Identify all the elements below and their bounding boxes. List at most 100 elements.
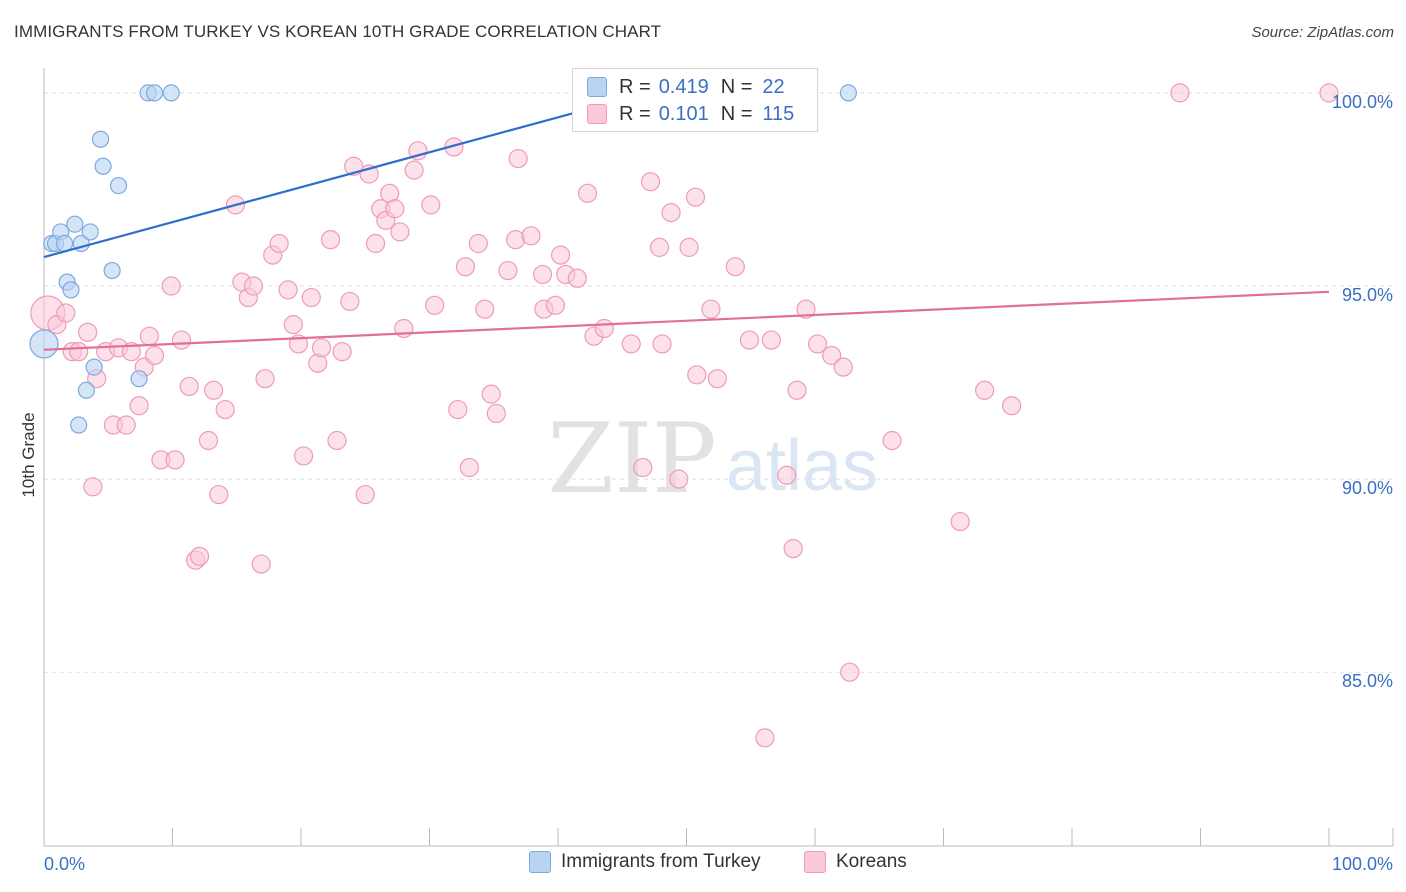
koreans-point [882,430,902,451]
koreans-point [725,257,745,277]
koreans-point [455,257,476,277]
koreans-point [129,396,149,416]
koreans-point [365,233,386,254]
koreans-point [975,380,995,400]
legend-label-turkey: Immigrants from Turkey [561,851,761,872]
legend-swatch-koreans [804,851,826,873]
koreans-point [179,376,199,397]
koreans-point [550,245,571,265]
koreans-point [777,465,797,485]
koreans-point [481,384,501,404]
legend-label-koreans: Koreans [836,851,907,872]
koreans-trend-line [43,290,1330,351]
x-tick-label-min: 0.0% [44,854,85,874]
y-tick-label: 95.0% [1342,285,1393,305]
koreans-point [204,380,224,400]
turkey-swatch [587,77,607,97]
koreans-point [269,233,289,254]
koreans-point [1002,396,1022,416]
koreans-point [355,484,375,505]
koreans-point [385,199,405,219]
watermark-atlas: atlas [726,426,878,506]
koreans-point [532,264,553,285]
chart-title: IMMIGRANTS FROM TURKEY VS KOREAN 10TH GR… [14,22,662,41]
koreans-point [687,365,707,385]
koreans-point [404,160,424,180]
koreans-point [425,295,445,315]
n-value: 115 [762,102,795,125]
koreans-point [161,276,181,296]
koreans-point [189,546,210,566]
koreans-point [796,299,816,319]
r-label: R = [619,75,651,98]
koreans-point [567,268,587,288]
turkey-point [85,358,103,376]
koreans-point [278,280,298,300]
koreans-point [255,369,275,389]
koreans-point [421,195,441,215]
turkey-point [103,261,121,280]
turkey-point [77,381,96,399]
koreans-point [320,230,341,250]
turkey-point [162,84,180,102]
koreans-point [198,430,219,451]
turkey-trend-line [43,91,649,259]
koreans-point [761,330,781,350]
turkey-points [29,84,858,434]
koreans-point [661,203,681,223]
koreans-point [807,334,828,354]
y-tick-label: 90.0% [1342,478,1393,498]
x-tick-label-max: 100.0% [1332,854,1393,874]
koreans-point [121,342,141,362]
stats-row-koreans: R = 0.101 N = 115 [587,101,794,127]
koreans-point [165,450,185,470]
koreans-point [633,457,653,478]
koreans-point [508,148,528,169]
n-label: N = [720,75,753,98]
koreans-point [468,233,488,254]
turkey-point [66,215,84,233]
koreans-point [1319,83,1339,103]
koreans-point [594,318,614,339]
koreans-point [950,511,970,532]
r-value: 0.419 [658,75,709,98]
y-tick-label: 85.0% [1342,671,1393,691]
axes [43,68,1394,847]
koreans-point [640,172,661,192]
koreans-point [652,334,672,354]
koreans-point [679,237,699,257]
turkey-point [70,416,88,434]
legend-swatch-turkey [529,851,551,873]
koreans-point [739,330,760,350]
koreans-point [577,183,598,203]
koreans-point [311,338,332,358]
trend-lines [43,91,1330,351]
koreans-point [498,260,518,281]
legend-item-turkey[interactable]: Immigrants from Turkey [529,851,761,873]
koreans-point [215,399,235,420]
turkey-point [109,176,128,195]
koreans-point [293,446,314,466]
koreans-point [669,469,689,489]
watermark-zip: ZIP [547,403,716,515]
koreans-point [545,295,566,315]
koreans-point [171,330,192,350]
r-label: R = [619,102,651,125]
koreans-point [521,226,541,246]
turkey-point [81,223,99,241]
r-value: 0.101 [658,102,709,125]
koreans-point [701,299,721,319]
y-tick-labels: 85.0% 90.0% 95.0% 100.0% [1332,92,1393,691]
koreans-point [78,322,98,342]
koreans-swatch [587,104,607,124]
koreans-point [783,539,803,559]
koreans-point [822,345,842,366]
turkey-point [29,329,59,359]
legend-item-koreans[interactable]: Koreans [804,851,907,873]
koreans-point [621,334,641,354]
stats-row-turkey: R = 0.419 N = 22 [587,74,785,100]
turkey-point [145,84,164,102]
koreans-point [144,345,165,366]
koreans-point [448,399,468,420]
